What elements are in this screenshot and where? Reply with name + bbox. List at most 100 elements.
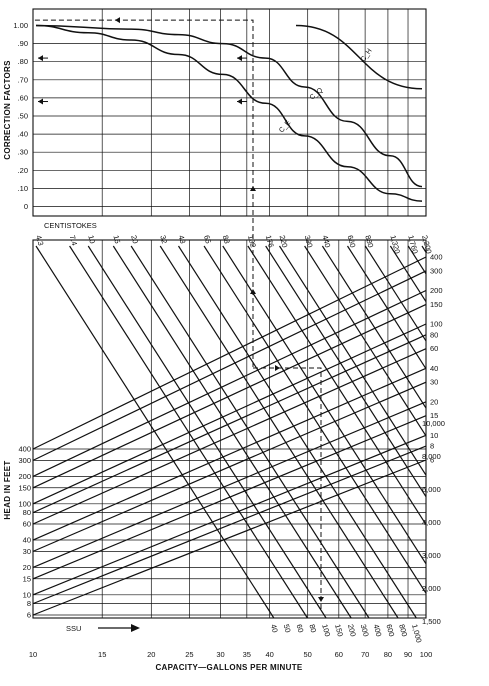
centistokes-tick-label: 10 — [86, 234, 97, 244]
centistokes-tick-label: 330 — [303, 234, 315, 248]
factor-tick-label: 1.00 — [13, 21, 28, 30]
centistokes-tick-label: 15 — [111, 234, 122, 244]
head-line — [32, 415, 427, 580]
ssu-tick-label: 200 — [346, 623, 358, 637]
ssu-right-label: 1,500 — [422, 617, 441, 626]
viscosity-line — [35, 245, 275, 619]
head-tick-label-right: 30 — [430, 378, 438, 387]
example-path-upper — [33, 19, 254, 367]
head-tick-label-right: 300 — [430, 266, 443, 275]
head-tick-label-left: 30 — [23, 547, 31, 556]
centistokes-tick-label: 65 — [202, 234, 213, 244]
arrow-left-icon — [38, 98, 43, 105]
centistokes-tick-label: 880 — [363, 234, 375, 248]
viscosity-lines — [35, 245, 427, 619]
y-axis-title-correction: CORRECTION FACTORS — [3, 60, 12, 160]
head-tick-label-right: 6 — [430, 456, 434, 465]
head-line — [32, 303, 427, 489]
capacity-tick-label: 70 — [361, 650, 369, 659]
viscosity-line — [346, 245, 427, 370]
head-tick-label-right: 150 — [430, 300, 443, 309]
head-line — [32, 445, 427, 605]
head-tick-label-right: 20 — [430, 397, 438, 406]
head-lines — [32, 256, 427, 616]
viscosity-line — [203, 245, 427, 594]
head-line — [32, 289, 427, 477]
ssu-right-label: 3,000 — [422, 551, 441, 560]
centistokes-tick-label: 220 — [278, 234, 290, 248]
viscosity-line — [247, 245, 427, 525]
centistokes-tick-label: 132 — [246, 234, 258, 248]
lower-gridlines — [32, 240, 427, 618]
arrow-up-icon — [250, 289, 256, 294]
head-line — [32, 381, 427, 552]
head-line — [32, 367, 427, 541]
viscosity-line — [222, 245, 427, 565]
ssu-tick-label: 50 — [282, 623, 293, 633]
factor-tick-label: .60 — [18, 93, 28, 102]
capacity-tick-label: 40 — [265, 650, 273, 659]
head-tick-label-left: 8 — [27, 599, 31, 608]
centistokes-tick-label: 2,200 — [420, 234, 434, 254]
ssu-tick-label: 600 — [384, 623, 396, 637]
head-tick-label-right: 15 — [430, 411, 438, 420]
viscosity-line — [279, 245, 427, 476]
ssu-right-label: 8,000 — [422, 452, 441, 461]
head-tick-label-left: 300 — [18, 456, 31, 465]
centistokes-tick-label: 43 — [177, 234, 188, 244]
head-line — [32, 334, 427, 514]
upper-gridlines — [32, 9, 427, 216]
head-line — [32, 401, 427, 568]
head-tick-label-left: 20 — [23, 563, 31, 572]
ssu-tick-label: 1,000 — [410, 623, 424, 643]
capacity-tick-label: 25 — [185, 650, 193, 659]
viscosity-line — [321, 245, 427, 409]
head-tick-label-left: 6 — [27, 611, 31, 620]
factor-tick-label: .50 — [18, 112, 28, 121]
centistokes-tick-label: 20 — [129, 234, 140, 244]
centistokes-tick-label: 1,320 — [388, 234, 402, 254]
head-tick-label-right: 80 — [430, 330, 438, 339]
arrow-left-icon — [237, 55, 242, 62]
ssu-tick-label: 300 — [359, 623, 371, 637]
capacity-tick-label: 90 — [404, 650, 412, 659]
capacity-tick-label: 80 — [384, 650, 392, 659]
ssu-tick-label: 100 — [320, 623, 332, 637]
head-tick-label-left: 60 — [23, 519, 31, 528]
viscosity-line — [87, 245, 327, 619]
ssu-tick-label: 150 — [333, 623, 345, 637]
head-tick-label-right: 60 — [430, 344, 438, 353]
viscosity-line — [112, 245, 352, 619]
capacity-tick-label: 50 — [304, 650, 312, 659]
arrow-right-icon — [275, 365, 280, 371]
head-tick-label-right: 8 — [430, 442, 434, 451]
factor-tick-label: .90 — [18, 39, 28, 48]
factor-tick-label: .40 — [18, 130, 28, 139]
viscosity-line — [389, 245, 427, 303]
curve-label-C_H: C_H — [360, 48, 374, 63]
head-tick-label-left: 100 — [18, 499, 31, 508]
centistokes-tick-label: 176 — [264, 234, 276, 248]
ssu-label: SSU — [66, 624, 81, 633]
factor-tick-label: .80 — [18, 57, 28, 66]
viscosity-line — [421, 245, 427, 253]
head-tick-label-left: 10 — [23, 590, 31, 599]
head-line — [32, 256, 427, 450]
correction-curves: C_HC_QC_E — [35, 24, 423, 202]
factor-tick-label: .70 — [18, 75, 28, 84]
centistokes-tick-label: 88 — [221, 234, 232, 244]
arrow-down-icon — [318, 597, 324, 602]
x-axis-title: CAPACITY—GALLONS PER MINUTE — [155, 663, 302, 672]
head-tick-label-left: 80 — [23, 508, 31, 517]
ssu-right-label: 10,000 — [422, 419, 445, 428]
lower-panel-frame — [32, 239, 427, 619]
curve-C_E — [35, 24, 423, 202]
centistokes-tick-label: 32 — [158, 234, 169, 244]
ssu-tick-label: 60 — [295, 623, 306, 633]
centistokes-tick-label: 660 — [346, 234, 358, 248]
ssu-tick-label: 400 — [372, 623, 384, 637]
head-tick-label-left: 200 — [18, 472, 31, 481]
head-tick-label-right: 200 — [430, 286, 443, 295]
viscosity-line — [177, 245, 417, 619]
arrow-left-icon — [115, 17, 120, 24]
